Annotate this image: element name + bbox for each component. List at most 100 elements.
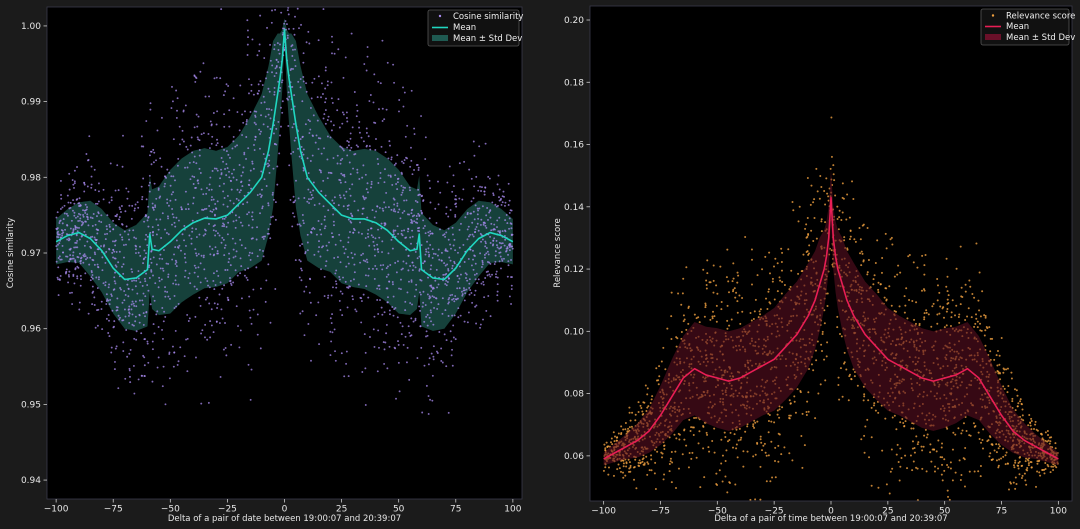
scatter-point (137, 277, 140, 280)
scatter-point (998, 363, 1001, 366)
scatter-point (381, 39, 384, 42)
scatter-point (385, 323, 388, 326)
scatter-point (277, 61, 280, 63)
scatter-point (123, 308, 126, 311)
scatter-point (98, 276, 100, 279)
scatter-point (935, 450, 938, 453)
scatter-point (73, 182, 76, 185)
scatter-point (677, 292, 680, 295)
scatter-point (713, 427, 716, 430)
scatter-point (721, 454, 724, 457)
scatter-point (638, 459, 641, 462)
scatter-point (1030, 461, 1033, 464)
scatter-point (129, 375, 131, 378)
scatter-point (195, 356, 197, 359)
scatter-point (895, 453, 898, 456)
scatter-point (100, 308, 103, 310)
scatter-point (296, 223, 299, 226)
scatter-point (943, 469, 946, 472)
scatter-point (268, 108, 271, 110)
scatter-point (418, 226, 421, 229)
scatter-point (56, 211, 59, 214)
scatter-point (419, 193, 422, 196)
scatter-point (469, 289, 472, 291)
scatter-point (157, 188, 160, 191)
scatter-point (127, 190, 130, 193)
scatter-point (273, 91, 276, 94)
scatter-point (153, 332, 156, 335)
scatter-point (486, 274, 489, 277)
scatter-point (298, 155, 301, 158)
scatter-point (336, 256, 339, 259)
scatter-point (55, 216, 58, 219)
scatter-point (193, 155, 196, 158)
scatter-point (292, 27, 295, 30)
scatter-point (255, 238, 258, 241)
scatter-point (302, 169, 305, 172)
scatter-point (118, 206, 121, 209)
scatter-point (1048, 442, 1051, 445)
scatter-point (160, 237, 163, 239)
scatter-point (995, 451, 998, 454)
scatter-point (315, 233, 318, 236)
scatter-point (925, 436, 928, 439)
scatter-point (750, 283, 753, 286)
scatter-point (115, 345, 118, 348)
scatter-point (607, 473, 610, 476)
scatter-point (983, 334, 986, 337)
scatter-point (266, 232, 269, 235)
scatter-point (249, 398, 252, 401)
scatter-point (899, 421, 902, 424)
scatter-point (405, 199, 408, 202)
scatter-point (390, 208, 393, 211)
scatter-point (71, 179, 74, 181)
scatter-point (277, 49, 280, 51)
scatter-point (222, 238, 225, 241)
scatter-point (78, 226, 80, 229)
scatter-point (463, 160, 466, 163)
scatter-point (996, 349, 999, 352)
scatter-point (424, 158, 427, 160)
scatter-point (427, 412, 430, 415)
scatter-point (345, 117, 348, 119)
scatter-point (109, 230, 112, 233)
scatter-point (351, 256, 354, 259)
scatter-point (125, 187, 128, 190)
scatter-point (259, 212, 261, 215)
scatter-point (167, 295, 170, 298)
scatter-point (943, 458, 946, 461)
scatter-point (161, 267, 164, 270)
scatter-point (1017, 467, 1020, 470)
scatter-point (984, 316, 987, 319)
scatter-point (63, 212, 66, 215)
scatter-point (510, 233, 513, 236)
scatter-point (208, 183, 211, 186)
scatter-point (186, 370, 189, 373)
scatter-point (301, 310, 304, 313)
scatter-point (742, 465, 745, 468)
scatter-point (112, 228, 115, 231)
scatter-point (222, 160, 225, 163)
scatter-point (508, 227, 511, 230)
scatter-point (254, 136, 257, 138)
scatter-point (186, 148, 189, 151)
scatter-point (716, 292, 719, 295)
scatter-point (391, 247, 394, 250)
scatter-point (706, 259, 709, 262)
scatter-point (246, 29, 249, 32)
left-x-axis-label: Delta of a pair of date between 19:00:07… (168, 514, 401, 524)
scatter-point (419, 309, 422, 312)
scatter-point (259, 347, 262, 350)
scatter-point (489, 315, 492, 318)
scatter-point (73, 214, 76, 217)
scatter-point (457, 251, 459, 254)
scatter-point (427, 363, 430, 366)
scatter-point (903, 295, 906, 298)
scatter-point (750, 248, 753, 251)
scatter-point (819, 383, 822, 386)
scatter-point (123, 230, 126, 233)
scatter-point (773, 265, 776, 268)
scatter-point (908, 253, 911, 256)
scatter-point (93, 263, 96, 266)
scatter-point (272, 167, 275, 170)
